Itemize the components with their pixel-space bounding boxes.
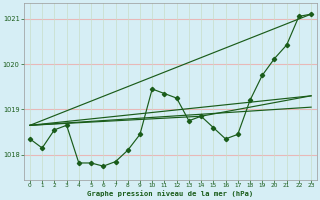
X-axis label: Graphe pression niveau de la mer (hPa): Graphe pression niveau de la mer (hPa) [87,190,254,197]
